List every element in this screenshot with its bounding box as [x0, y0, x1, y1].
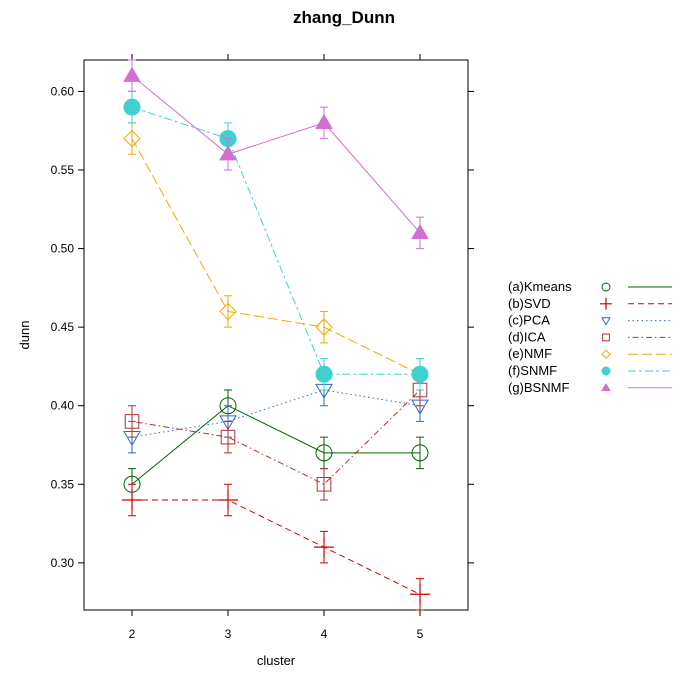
point-1-3 [410, 584, 430, 605]
series-5 [123, 90, 429, 391]
legend-marker-2 [601, 317, 611, 326]
y-tick-label-1: 0.35 [51, 477, 75, 491]
point-4-1 [219, 302, 237, 321]
chart-title: zhang_Dunn [293, 8, 395, 27]
point-0-2 [315, 444, 333, 462]
series-line-0 [131, 405, 420, 485]
x-tick-label-3: 5 [417, 627, 424, 641]
legend-label-0: (a)Kmeans [508, 279, 572, 294]
point-0-3 [411, 444, 429, 462]
legend-marker-6 [601, 382, 611, 392]
x-tick-label-1: 3 [225, 627, 232, 641]
point-3-0 [124, 414, 140, 429]
error-bar-4-1 [224, 295, 232, 328]
point-3-2 [316, 476, 332, 492]
legend-marker-3 [602, 333, 610, 342]
legend-label-4: (e)NMF [508, 346, 552, 361]
point-2-1 [219, 415, 237, 431]
series-line-1 [132, 499, 421, 595]
series-line-6 [131, 75, 421, 234]
point-5-0 [123, 98, 141, 116]
point-6-0 [123, 66, 141, 82]
y-axis-label: dunn [17, 321, 32, 350]
point-5-2 [315, 365, 333, 383]
point-5-3 [411, 365, 429, 383]
point-1-0 [122, 490, 142, 510]
series-3 [124, 373, 428, 501]
legend-label-1: (b)SVD [508, 296, 551, 311]
series-layer [122, 59, 430, 611]
series-line-4 [131, 138, 421, 375]
point-4-0 [123, 129, 141, 148]
error-bar-4-0 [128, 122, 136, 155]
legend-marker-0 [601, 282, 611, 292]
series-6 [123, 59, 429, 250]
y-tick-label-5: 0.55 [51, 163, 75, 177]
x-tick-label-0: 2 [129, 627, 136, 641]
legend-label-6: (g)BSNMF [508, 380, 569, 395]
y-tick-label-3: 0.45 [51, 320, 75, 334]
legend-label-5: (f)SNMF [508, 363, 557, 378]
legend-label-2: (c)PCA [508, 313, 550, 328]
legend-marker-1 [600, 297, 612, 310]
x-axis-label: cluster [257, 653, 296, 668]
point-1-2 [314, 537, 334, 558]
legend-label-3: (d)ICA [508, 329, 546, 344]
axes: 2 3 4 5 0.30 0.35 0.40 0.45 0.50 0.55 0.60 [51, 54, 474, 641]
point-3-1 [220, 429, 236, 445]
legend-marker-4 [601, 349, 611, 359]
series-1 [122, 483, 430, 611]
point-6-2 [315, 113, 333, 129]
x-tick-label-2: 4 [321, 627, 328, 641]
y-tick-label-0: 0.30 [51, 556, 75, 570]
point-4-2 [315, 318, 333, 336]
error-bar-4-2 [320, 310, 328, 344]
plot-area [83, 59, 469, 611]
series-line-5 [131, 106, 420, 375]
series-line-3 [131, 389, 421, 485]
y-tick-label-4: 0.50 [51, 242, 75, 256]
error-bar-0-3 [416, 436, 424, 470]
y-tick-label-2: 0.40 [51, 399, 75, 413]
error-bar-3-1 [224, 420, 232, 454]
error-bar-3-2 [320, 468, 328, 501]
point-6-3 [411, 223, 429, 239]
legend-marker-5 [601, 366, 611, 376]
y-tick-label-6: 0.60 [51, 84, 75, 98]
point-1-1 [218, 490, 238, 510]
legend: (a)Kmeans (b)SVD (c)PCA(d)ICA (e)NMF (f)SNMF… [508, 279, 672, 395]
series-2 [123, 373, 429, 454]
series-line-2 [131, 389, 421, 438]
point-6-1 [219, 145, 237, 161]
series-0 [123, 389, 429, 501]
error-bar-3-0 [128, 405, 136, 438]
